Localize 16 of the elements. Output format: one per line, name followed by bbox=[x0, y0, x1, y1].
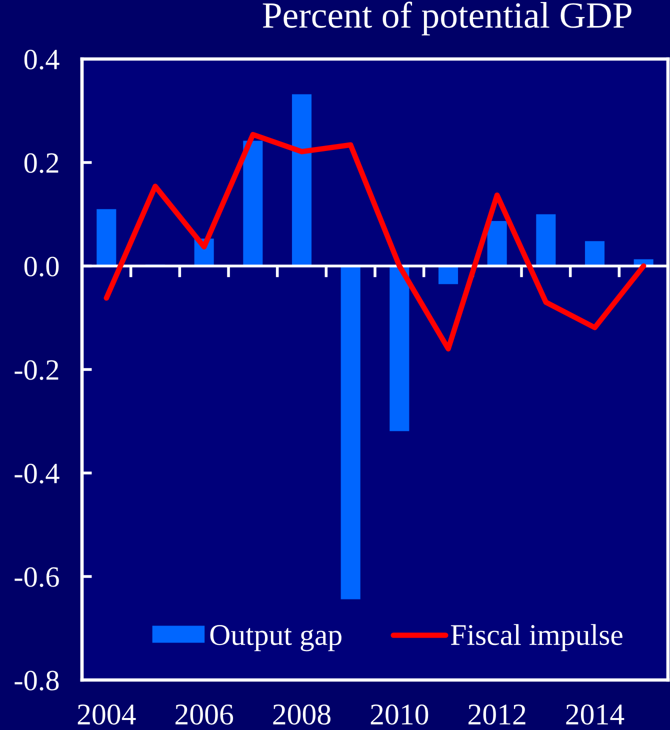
y-tick-label: 0.0 bbox=[24, 256, 59, 277]
x-tick-label: 2012 bbox=[468, 704, 526, 725]
legend-label: Fiscal impulse bbox=[450, 624, 622, 652]
x-tick-label: 2014 bbox=[566, 704, 624, 725]
x-tick-label: 2006 bbox=[176, 704, 234, 725]
chart-title: Percent of potential GDP bbox=[262, 2, 632, 36]
x-tick-label: 2004 bbox=[78, 704, 136, 725]
y-tick-label: 0.2 bbox=[24, 153, 58, 174]
y-tick-label: -0.4 bbox=[14, 464, 60, 484]
legend-label: Output gap bbox=[210, 625, 342, 652]
x-tick-label: 2010 bbox=[370, 704, 428, 725]
y-tick-label: -0.6 bbox=[14, 567, 59, 588]
y-tick-label: -0.2 bbox=[14, 360, 58, 380]
y-tick-label: -0.8 bbox=[14, 670, 59, 691]
x-tick-label: 2008 bbox=[273, 704, 330, 725]
y-tick-label: 0.4 bbox=[24, 50, 60, 70]
